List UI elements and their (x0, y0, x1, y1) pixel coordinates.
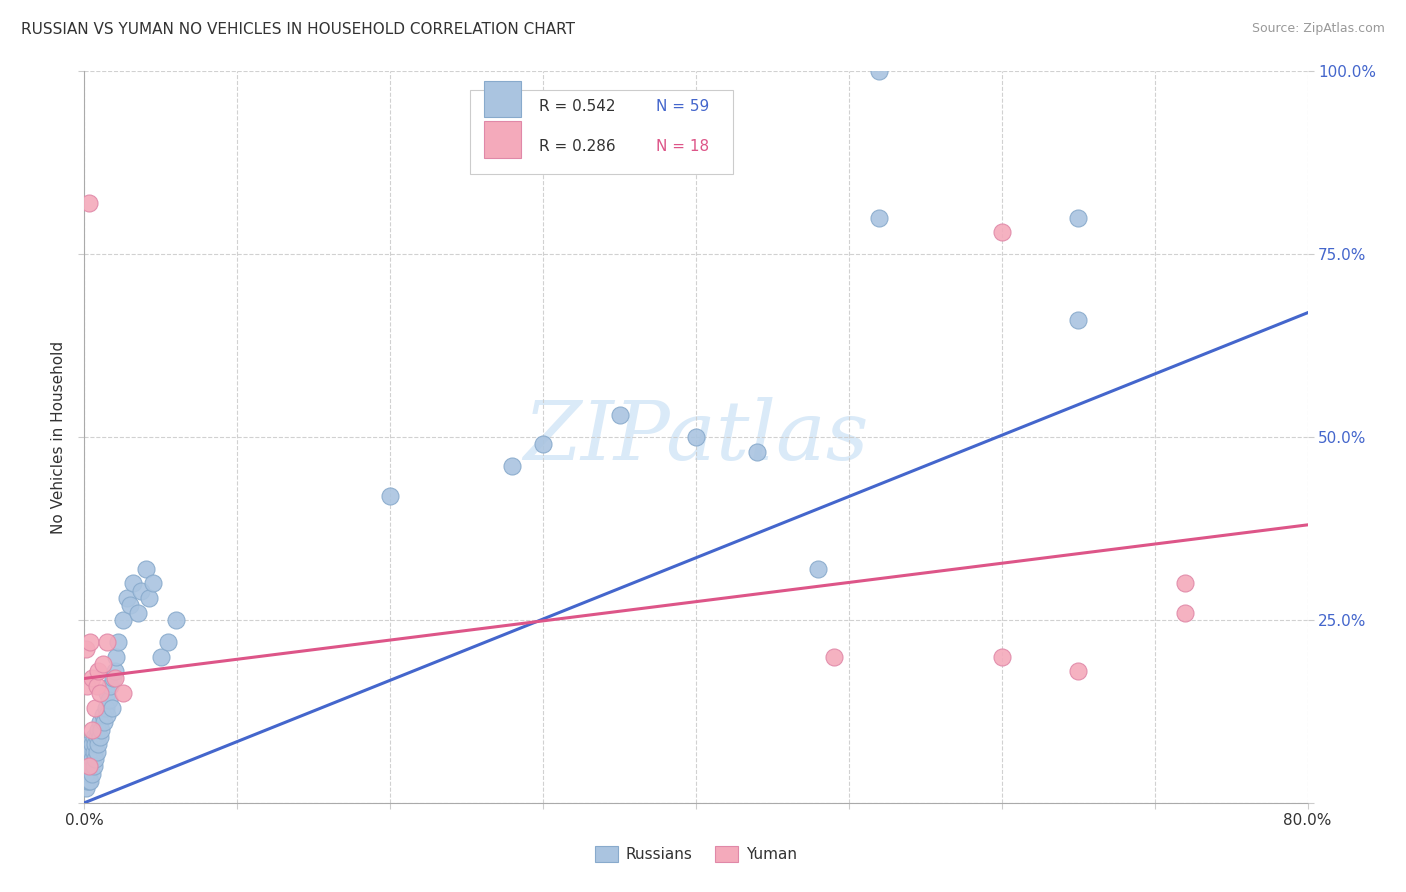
Point (747, 444, 769, 458)
Point (84, 737, 107, 751)
Point (98, 679, 121, 693)
Point (96, 635, 118, 649)
Point (79, 635, 101, 649)
Legend: Russians, Yuman: Russians, Yuman (589, 840, 803, 868)
Text: Source: ZipAtlas.com: Source: ZipAtlas.com (1251, 22, 1385, 36)
Bar (484, 121, 522, 158)
Point (90, 723, 112, 737)
Point (531, 437, 554, 451)
Text: R = 0.542: R = 0.542 (540, 99, 616, 114)
Point (77, 752, 100, 766)
Point (89, 730, 111, 744)
Point (86, 730, 108, 744)
FancyBboxPatch shape (470, 90, 733, 174)
Point (149, 649, 172, 664)
Point (80, 752, 103, 766)
Point (79, 773, 101, 788)
Point (685, 430, 707, 444)
Text: RUSSIAN VS YUMAN NO VEHICLES IN HOUSEHOLD CORRELATION CHART: RUSSIAN VS YUMAN NO VEHICLES IN HOUSEHOL… (21, 22, 575, 37)
Point (142, 576, 165, 591)
Point (96, 708, 118, 723)
Point (1174, 606, 1197, 620)
Point (80, 737, 103, 751)
Point (104, 672, 127, 686)
Point (79, 745, 101, 759)
Point (86, 745, 108, 759)
Point (79, 759, 101, 773)
Point (129, 583, 152, 598)
Point (135, 562, 157, 576)
Point (93, 715, 115, 730)
Point (80, 723, 103, 737)
Point (380, 489, 402, 503)
Point (83, 745, 105, 759)
Point (87, 664, 110, 678)
Point (165, 613, 187, 627)
Point (115, 591, 138, 605)
Point (89, 715, 111, 730)
Point (111, 613, 134, 627)
Point (104, 664, 127, 678)
Point (157, 635, 180, 649)
Point (105, 649, 128, 664)
Point (83, 759, 105, 773)
Point (76, 773, 98, 788)
Point (96, 686, 118, 700)
Point (77, 773, 100, 788)
Point (83, 730, 105, 744)
Point (75, 766, 97, 780)
Text: R = 0.286: R = 0.286 (540, 139, 616, 154)
Point (94, 700, 117, 714)
Point (103, 672, 125, 686)
Point (77, 766, 100, 780)
Point (1067, 664, 1090, 678)
Point (1067, 313, 1090, 327)
Point (1174, 576, 1197, 591)
Point (75, 781, 97, 796)
Text: ZIPatlas: ZIPatlas (523, 397, 869, 477)
Point (80, 672, 103, 686)
Point (77, 759, 100, 773)
Point (89, 686, 111, 700)
Bar (484, 81, 522, 118)
Point (807, 562, 830, 576)
Point (609, 408, 631, 422)
Point (111, 686, 134, 700)
Point (97, 693, 120, 707)
Point (138, 591, 160, 605)
Point (76, 759, 98, 773)
Point (84, 752, 107, 766)
Point (84, 700, 107, 714)
Point (87, 737, 110, 751)
Point (502, 459, 524, 474)
Point (80, 766, 103, 780)
Point (75, 642, 97, 657)
Point (76, 679, 98, 693)
Point (91, 708, 114, 723)
Text: N = 59: N = 59 (655, 99, 709, 114)
Point (77, 737, 100, 751)
Point (823, 649, 845, 664)
Y-axis label: No Vehicles in Household: No Vehicles in Household (51, 341, 66, 533)
Point (91, 657, 114, 671)
Point (991, 225, 1014, 239)
Point (869, 211, 891, 225)
Point (120, 599, 142, 613)
Point (1067, 211, 1090, 225)
Point (127, 606, 149, 620)
Point (77, 196, 100, 211)
Point (869, 64, 891, 78)
Point (991, 649, 1014, 664)
Point (87, 723, 110, 737)
Point (101, 700, 124, 714)
Point (122, 576, 145, 591)
Point (86, 679, 108, 693)
Point (107, 635, 129, 649)
Text: N = 18: N = 18 (655, 139, 709, 154)
